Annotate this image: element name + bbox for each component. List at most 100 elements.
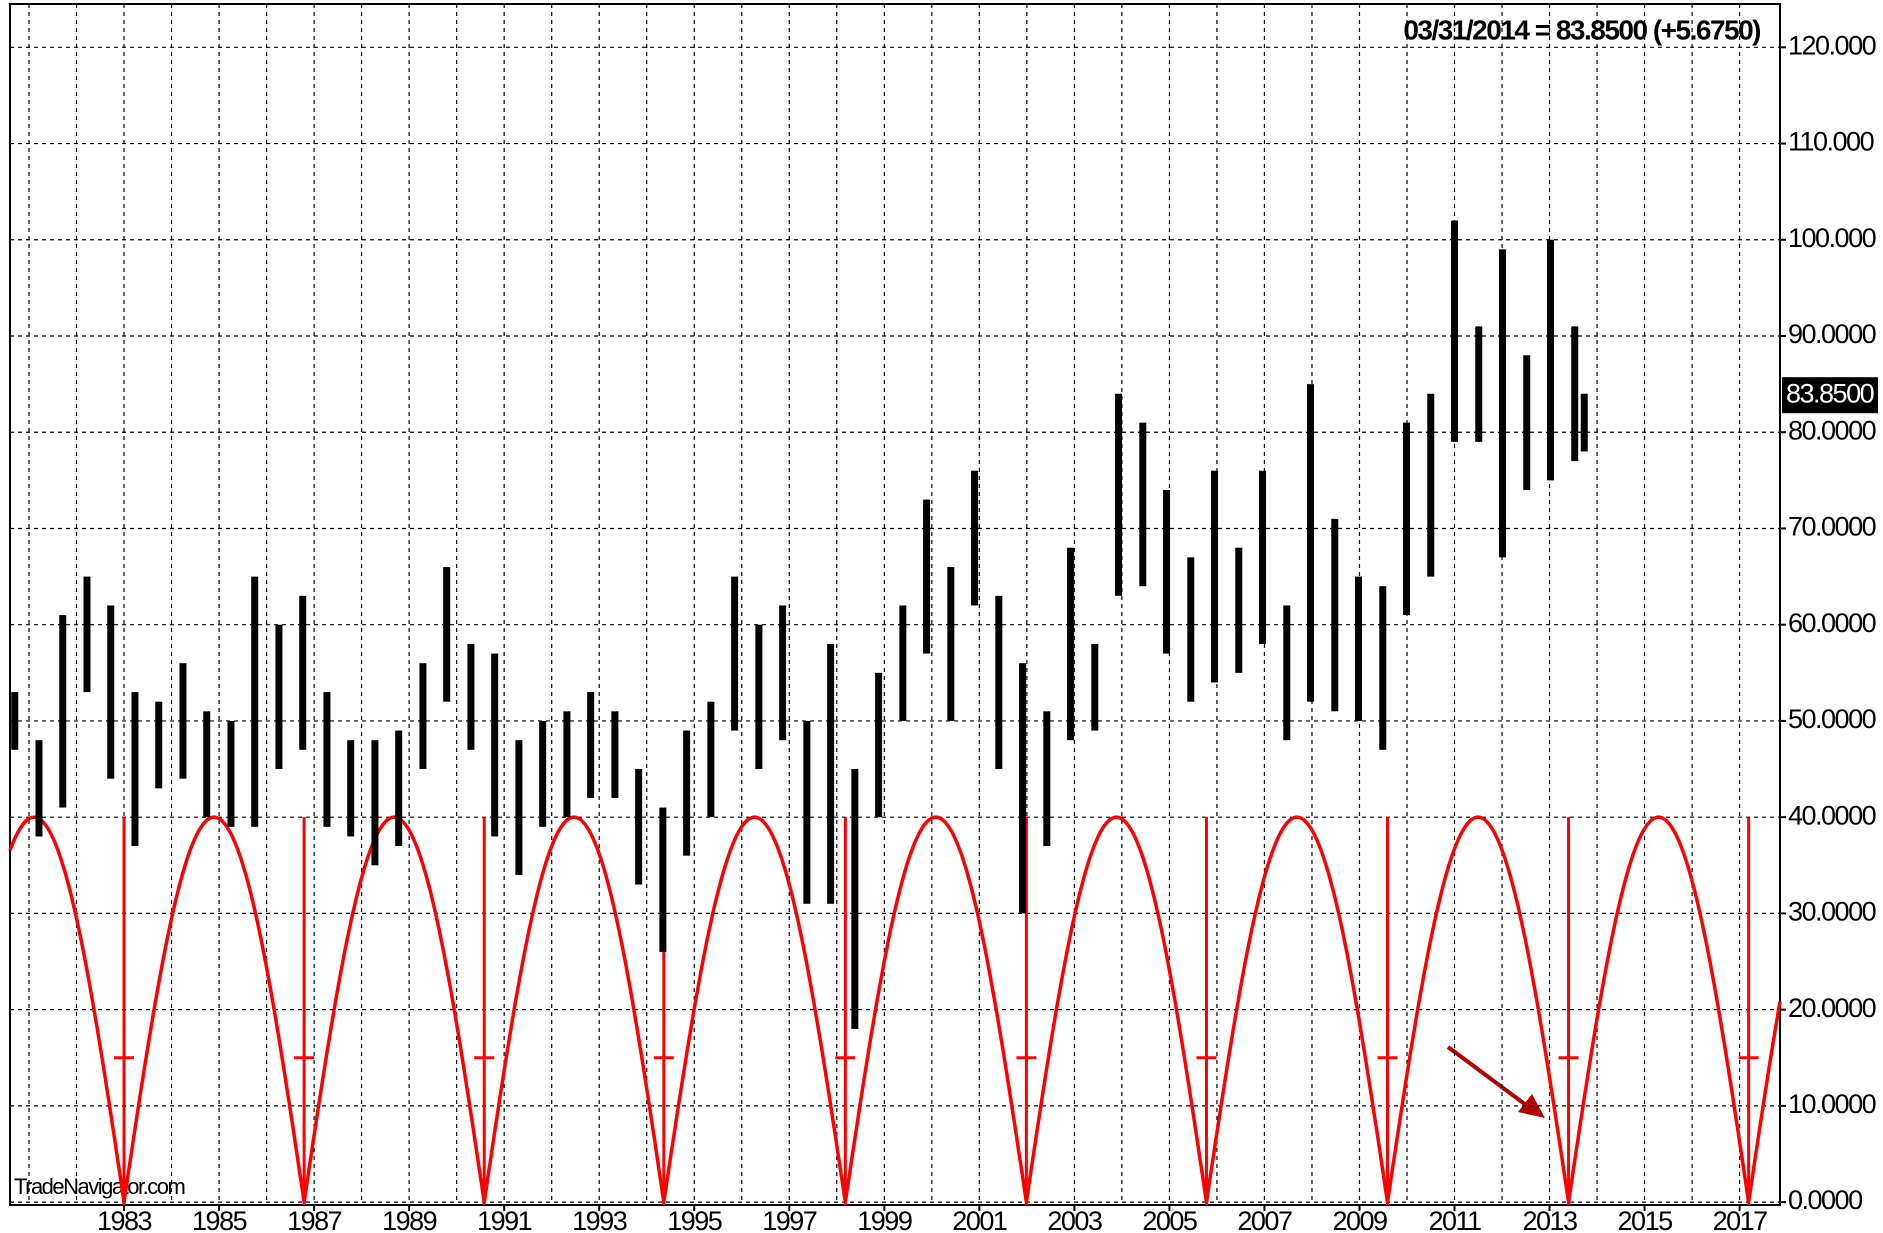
price-bar [1451,220,1459,442]
y-tick-label: 40.0000 [1788,800,1876,830]
price-bar [563,711,571,818]
x-tick-label: 1995 [667,1206,722,1233]
price-bar [1499,249,1507,558]
price-bar [275,624,283,770]
price-bar [83,576,91,693]
price-bar [1235,547,1243,673]
plot-frame [9,3,1781,1206]
price-bar [707,701,715,818]
price-bar [1580,393,1588,452]
price-bar [635,769,643,885]
x-tick-label: 1991 [477,1206,532,1233]
price-bar [1187,557,1195,702]
price-bar [1571,326,1579,462]
price-bar [395,730,403,847]
y-tick-label: 50.0000 [1788,704,1876,734]
x-tick-label: 2005 [1142,1206,1197,1233]
x-tick-label: 2011 [1428,1206,1481,1233]
x-tick-label: 1985 [192,1206,247,1233]
price-bar [1211,470,1219,683]
price-bar [611,711,619,798]
y-tick-label: 90.0000 [1788,319,1876,349]
price-bar [1355,576,1363,721]
y-tick-label: 10.0000 [1788,1089,1876,1119]
price-bar [587,692,595,798]
price-bar [995,595,1003,770]
price-bar [1331,518,1339,712]
price-bar [1019,663,1027,914]
price-bar [923,499,931,654]
price-bar [59,615,67,808]
price-bar [755,624,763,770]
price-bar [1091,643,1099,731]
x-tick-label: 2015 [1618,1206,1673,1233]
y-tick-label: 30.0000 [1788,897,1876,927]
x-tick-label: 1989 [382,1206,437,1233]
price-bar [299,595,307,750]
x-tick-label: 1997 [762,1206,817,1233]
x-tick-label: 2003 [1047,1206,1102,1233]
x-tick-label: 2013 [1523,1206,1578,1233]
watermark: TradeNavigator.com [14,1174,184,1199]
price-bar [131,692,139,847]
price-bar [155,701,163,789]
price-bar [971,470,979,606]
header: 03/31/2014 = 83.8500 (+5.6750) [1403,14,1760,45]
last-value-label: 83.8500 [1786,378,1874,408]
price-bar [227,720,235,827]
price-bar [1259,470,1267,644]
price-bar [1163,489,1171,654]
price-bar [1379,586,1387,750]
price-bar [899,605,907,721]
y-tick-label: 100.000 [1788,223,1876,253]
price-bar [1043,711,1051,847]
y-tick-label: 70.0000 [1788,512,1876,542]
price-bar [203,711,211,818]
price-bar [1115,393,1123,596]
price-bar [1523,355,1531,490]
x-tick-label: 2017 [1713,1206,1768,1233]
x-tick-label: 1993 [572,1206,627,1233]
price-bar [539,720,547,827]
x-tick-label: 1983 [97,1206,152,1233]
price-bar [779,605,787,741]
price-bar [323,692,331,827]
last-value-box [1782,377,1878,414]
price-bar [851,769,859,1029]
y-tick-label: 120.000 [1788,30,1876,60]
price-bar [827,643,835,904]
price-bar [1403,422,1411,616]
price-bar [875,672,883,818]
x-tick-label: 1999 [857,1206,912,1233]
price-bar [419,663,427,770]
x-tick-label: 2009 [1332,1206,1387,1233]
price-bar [371,740,379,866]
price-bar [1307,384,1315,702]
price-bar [659,807,667,952]
y-tick-label: 60.0000 [1788,608,1876,638]
price-bar [683,730,691,856]
y-tick-label: 80.0000 [1788,415,1876,445]
price-bar [467,643,475,750]
price-bar [515,740,523,875]
x-tick-label: 1987 [287,1206,342,1233]
price-bar [347,740,355,837]
price-bar [1139,422,1147,587]
price-bar [35,740,43,837]
price-bar [947,566,955,721]
price-bar [443,566,451,702]
price-bar [251,576,259,827]
price-bar [179,663,187,779]
y-tick-label: 0.0000 [1788,1185,1862,1215]
price-bar [1427,393,1435,577]
price-bar [731,576,739,731]
x-tick-label: 2007 [1237,1206,1292,1233]
price-bar [1067,547,1075,741]
price-bar [1475,326,1483,442]
price-bar [491,653,499,837]
price-bar [1546,239,1554,481]
x-tick-label: 2001 [952,1206,1007,1233]
y-tick-label: 110.000 [1788,127,1874,157]
